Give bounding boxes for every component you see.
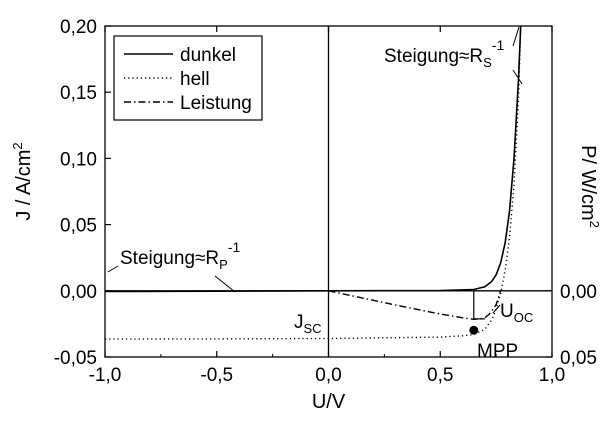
mpp-label: MPP bbox=[477, 341, 518, 362]
jsc-label: JSC bbox=[294, 312, 322, 336]
legend-box bbox=[113, 35, 263, 121]
y-tick-label: -0,05 bbox=[54, 348, 97, 369]
annotations-layer: Steigung≈RS-1 Steigung≈RP-1 JSC UOC MPP bbox=[107, 26, 533, 362]
rs-leader-1 bbox=[512, 26, 520, 47]
rp-leader-2 bbox=[214, 275, 236, 293]
x-tick-label: -1,0 bbox=[89, 365, 122, 386]
x-axis-title: U/V bbox=[312, 391, 346, 413]
right-tick-label: 0,00 bbox=[560, 282, 597, 303]
uoc-label: UOC bbox=[500, 301, 533, 325]
rp-slope-label: Steigung≈RP-1 bbox=[120, 239, 240, 272]
series-leistung-line bbox=[328, 290, 502, 321]
y-axis-title-left: J / A/cm2 bbox=[10, 142, 35, 220]
y-axis-title-right: P/ W/cm2 bbox=[577, 145, 602, 228]
legend: dunkel hell Leistung bbox=[113, 35, 263, 121]
x-tick-label: 0,0 bbox=[315, 365, 341, 386]
right-tick-label: 0,05 bbox=[560, 348, 597, 369]
rp-leader-1 bbox=[107, 265, 119, 273]
series-dunkel-line bbox=[104, 25, 522, 293]
series-hell-line bbox=[104, 25, 522, 340]
series-layer bbox=[104, 25, 522, 340]
mpp-point bbox=[469, 325, 479, 335]
y-tick-label: 0,10 bbox=[60, 149, 97, 170]
rs-slope-label: Steigung≈RS-1 bbox=[384, 37, 504, 70]
y-tick-label: 0,00 bbox=[60, 282, 97, 303]
legend-label-leistung: Leistung bbox=[180, 93, 252, 114]
uoc-leader bbox=[492, 304, 501, 314]
y-tick-label: 0,15 bbox=[60, 83, 97, 104]
legend-label-dunkel: dunkel bbox=[180, 45, 236, 66]
y-tick-label: 0,05 bbox=[60, 216, 97, 237]
rs-leader-2 bbox=[512, 69, 523, 85]
x-tick-label: -0,5 bbox=[200, 365, 233, 386]
x-tick-label: 1,0 bbox=[539, 365, 565, 386]
x-tick-label: 0,5 bbox=[427, 365, 453, 386]
y-tick-label: 0,20 bbox=[60, 17, 97, 38]
legend-label-hell: hell bbox=[180, 69, 210, 90]
axes-layer: -1,0 -0,5 0,0 0,5 1,0 -0,05 0,00 0,05 0,10 0,15 0,… bbox=[10, 17, 602, 413]
